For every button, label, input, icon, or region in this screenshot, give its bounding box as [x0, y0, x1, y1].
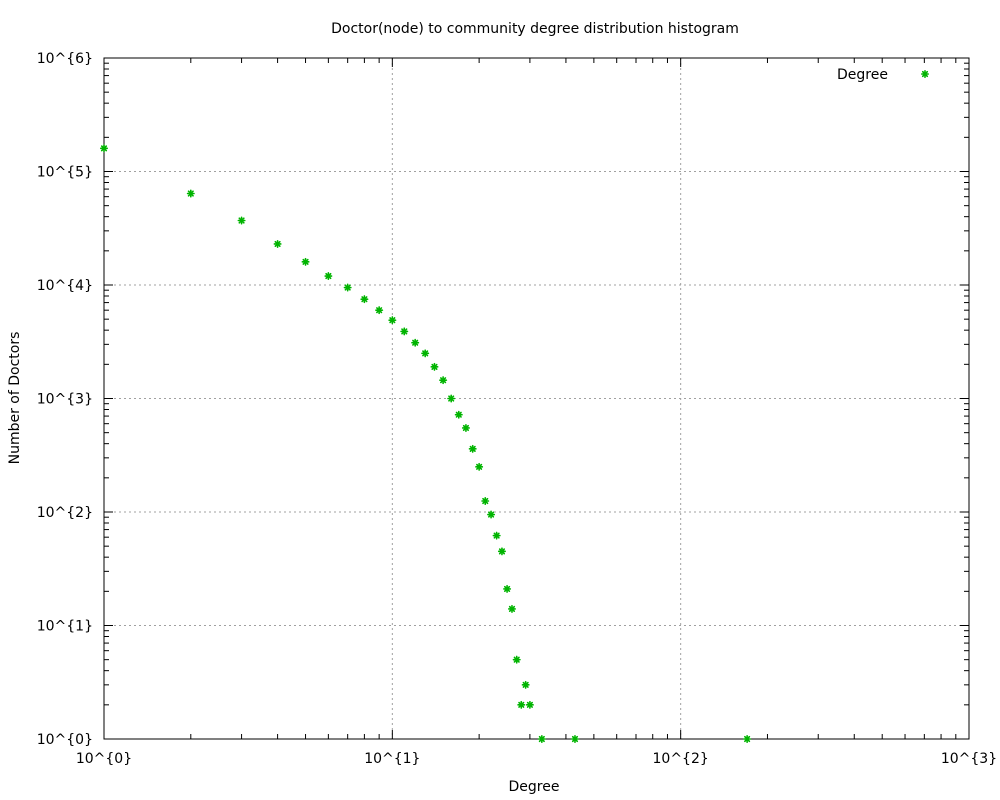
- data-point: [507, 604, 516, 613]
- data-point: [375, 306, 384, 315]
- data-point: [521, 680, 530, 689]
- data-point: [537, 734, 546, 744]
- y-axis-label: Number of Doctors: [7, 332, 23, 465]
- data-point: [481, 497, 490, 506]
- data-point: [475, 462, 484, 471]
- legend: Degree: [837, 67, 930, 83]
- data-point: [388, 316, 397, 325]
- y-tick-label: 10^{0}: [37, 732, 93, 748]
- data-point: [461, 423, 470, 432]
- chart-title: Doctor(node) to community degree distrib…: [331, 21, 739, 37]
- legend-marker-symbol: [920, 70, 930, 78]
- data-point: [343, 283, 352, 292]
- x-tick-label: 10^{1}: [364, 751, 420, 767]
- x-tick-label: 10^{3}: [941, 751, 997, 767]
- y-tick-labels: 10^{0} 10^{1} 10^{2} 10^{3} 10^{4} 10^{5} 10^{…: [37, 51, 93, 748]
- data-point: [492, 531, 501, 540]
- data-point: [430, 362, 439, 371]
- data-points: [100, 144, 752, 744]
- data-point: [100, 144, 108, 153]
- legend-marker-icon: [920, 70, 930, 78]
- data-point: [273, 239, 282, 248]
- x-tick-label: 10^{0}: [76, 751, 132, 767]
- x-tick-labels: 10^{0} 10^{1} 10^{2} 10^{3}: [76, 751, 997, 767]
- y-tick-label: 10^{4}: [37, 278, 93, 294]
- grid-lines: [104, 58, 969, 739]
- data-point: [400, 327, 409, 336]
- data-point: [411, 338, 420, 347]
- y-tick-label: 10^{5}: [37, 165, 93, 181]
- data-point: [360, 295, 369, 304]
- data-point: [517, 700, 526, 709]
- y-tick-label: 10^{3}: [37, 392, 93, 408]
- data-point: [512, 655, 521, 664]
- data-point: [447, 394, 456, 403]
- legend-label: Degree: [837, 67, 888, 83]
- data-point: [421, 349, 430, 358]
- data-point: [570, 734, 579, 744]
- data-point: [301, 257, 310, 266]
- y-tick-label: 10^{1}: [37, 619, 93, 635]
- axis-ticks: [103, 57, 970, 740]
- data-point: [743, 734, 752, 744]
- data-point: [186, 189, 195, 198]
- y-tick-label: 10^{2}: [37, 505, 93, 521]
- data-point: [454, 410, 463, 419]
- x-tick-label: 10^{2}: [653, 751, 709, 767]
- data-point: [497, 547, 506, 556]
- data-point: [487, 510, 496, 519]
- data-point: [525, 700, 534, 709]
- data-point: [439, 376, 448, 385]
- x-axis-label: Degree: [509, 779, 560, 795]
- plot-frame: [103, 57, 970, 740]
- data-point: [468, 444, 477, 453]
- data-point: [324, 272, 333, 281]
- y-tick-label: 10^{6}: [37, 51, 93, 67]
- data-point: [237, 216, 246, 225]
- data-point: [503, 584, 512, 593]
